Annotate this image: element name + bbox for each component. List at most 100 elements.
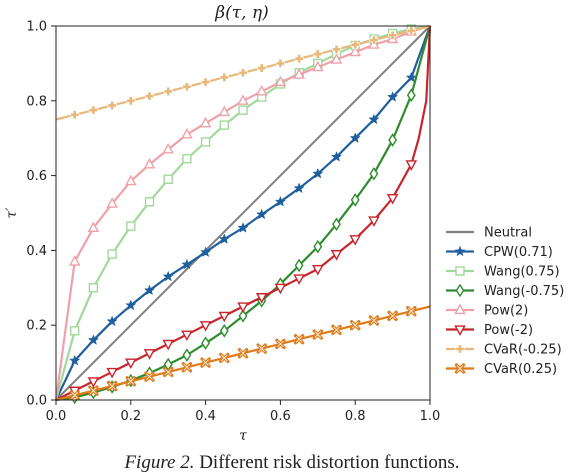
data-point-cvar-0-25: [125, 376, 136, 387]
data-point-wang-0-75: [406, 88, 416, 102]
data-point-cvar-0-25: [257, 63, 267, 73]
data-point-cvar-0-25: [126, 96, 136, 106]
series-neutral: [55, 25, 431, 401]
figure-caption: Figure 2. Different risk distortion func…: [0, 452, 584, 474]
data-point-pow-2: [349, 45, 361, 57]
legend-marker: [454, 325, 466, 336]
x-tick-label: 0.2: [120, 409, 141, 424]
series-cvar-0-25: [55, 24, 431, 121]
data-point-cvar-0-25: [163, 86, 173, 96]
data-point-wang-0-75: [238, 105, 248, 115]
legend-marker: [455, 283, 465, 298]
data-point-cvar-0-25: [106, 380, 118, 392]
data-point-pow-2: [181, 128, 193, 139]
data-point-cvar-0-25: [406, 305, 417, 317]
data-point-cvar-0-25: [294, 54, 304, 64]
data-point-cpw-0-71: [293, 182, 305, 194]
x-tick-label: 0.8: [345, 409, 366, 424]
data-point-wang-0-75: [201, 336, 211, 350]
data-point-pow-2: [237, 94, 249, 105]
data-point-cpw-0-71: [330, 150, 343, 162]
data-point-pow-2: [125, 174, 137, 186]
data-point-cvar-0-25: [201, 77, 211, 87]
data-point-pow-2: [106, 367, 118, 379]
legend-item-neutral: Neutral: [446, 226, 532, 241]
data-point-cvar-0-25: [69, 390, 80, 401]
data-point-cpw-0-71: [274, 195, 287, 207]
legend-item-wang-0-75: Wang(0.75): [446, 265, 560, 280]
y-axis-title: τ′: [4, 207, 20, 219]
data-point-cvar-0-25: [70, 110, 80, 120]
data-point-pow-2: [349, 235, 361, 246]
data-point-wang-0-75: [388, 133, 398, 147]
data-point-pow-2: [218, 311, 231, 323]
y-tick-label: 0.2: [26, 319, 47, 334]
data-point-wang-0-75: [219, 120, 230, 130]
data-point-cpw-0-71: [218, 233, 230, 244]
data-point-cpw-0-71: [405, 71, 417, 83]
legend-item-cpw-0-71: CPW(0.71): [446, 245, 553, 260]
data-point-cpw-0-71: [106, 315, 118, 327]
data-point-cvar-0-25: [275, 58, 285, 68]
y-tick-label: 1.0: [26, 20, 47, 35]
series-cvar-0-25: [55, 305, 431, 402]
data-point-wang-0-75: [107, 249, 117, 259]
data-point-cvar-0-25: [313, 49, 323, 59]
data-point-pow-2: [386, 193, 399, 205]
data-point-pow-2: [162, 339, 174, 351]
data-point-cpw-0-71: [368, 113, 380, 125]
plot-area: [54, 24, 432, 405]
x-tick-label: 1.0: [420, 409, 441, 424]
data-point-wang-0-75: [200, 137, 211, 147]
axes: 0.0 0.2 0.4 0.6 0.8 1.0 0.0 0.2 0.4 0.6 0.8 1.0: [26, 20, 440, 425]
legend-label: Wang(-0.75): [484, 284, 564, 299]
data-point-wang-0-75: [350, 193, 360, 207]
data-point-cvar-0-25: [331, 44, 342, 54]
data-point-pow-2: [218, 105, 231, 117]
data-point-pow-2: [199, 321, 212, 332]
data-point-pow-2: [68, 255, 81, 266]
data-point-cpw-0-71: [87, 334, 100, 345]
data-point-pow-2: [143, 349, 156, 360]
data-point-wang-0-75: [182, 154, 192, 164]
data-point-pow-2: [162, 142, 174, 154]
data-point-cpw-0-71: [312, 167, 324, 179]
legend-item-pow-2: Pow(-2): [446, 323, 533, 338]
data-point-pow-2: [255, 293, 268, 304]
data-point-cpw-0-71: [181, 258, 193, 270]
data-point-cpw-0-71: [143, 284, 156, 296]
data-point-cvar-0-25: [368, 315, 380, 326]
data-point-wang-0-75: [238, 309, 248, 323]
data-point-cvar-0-25: [293, 334, 305, 345]
data-point-pow-2: [181, 330, 193, 342]
legend-label: Pow(-2): [484, 323, 533, 338]
data-point-cvar-0-25: [145, 91, 154, 101]
data-point-cvar-0-25: [219, 352, 230, 364]
legend-marker: [455, 266, 465, 276]
data-point-cpw-0-71: [162, 270, 174, 282]
data-point-cpw-0-71: [125, 299, 137, 311]
data-point-pow-2: [405, 160, 418, 171]
data-point-cvar-0-25: [388, 30, 398, 40]
legend-item-pow-2: Pow(2): [446, 304, 528, 319]
data-point-pow-2: [237, 302, 249, 313]
data-point-cpw-0-71: [69, 354, 81, 366]
data-point-cvar-0-25: [144, 371, 155, 382]
x-tick-label: 0.0: [46, 409, 67, 424]
data-point-pow-2: [255, 84, 268, 96]
data-point-cpw-0-71: [237, 222, 249, 233]
data-point-pow-2: [274, 283, 287, 295]
legend-item-cvar-0-25: CVaR(-0.25): [446, 343, 562, 358]
legend-marker: [454, 245, 466, 257]
y-tick-label: 0.4: [26, 244, 47, 259]
data-point-wang-0-75: [88, 283, 99, 293]
x-tick-label: 0.4: [195, 409, 216, 424]
y-tick-label: 0.8: [26, 94, 47, 109]
data-point-pow-2: [125, 358, 137, 370]
x-tick-label: 0.6: [270, 409, 291, 424]
legend-item-wang-0-75: Wang(-0.75): [446, 283, 564, 299]
data-point-wang-0-75: [69, 326, 80, 336]
legend-marker: [454, 363, 466, 374]
legend-marker: [455, 344, 465, 354]
y-tick-label: 0.6: [26, 169, 47, 184]
